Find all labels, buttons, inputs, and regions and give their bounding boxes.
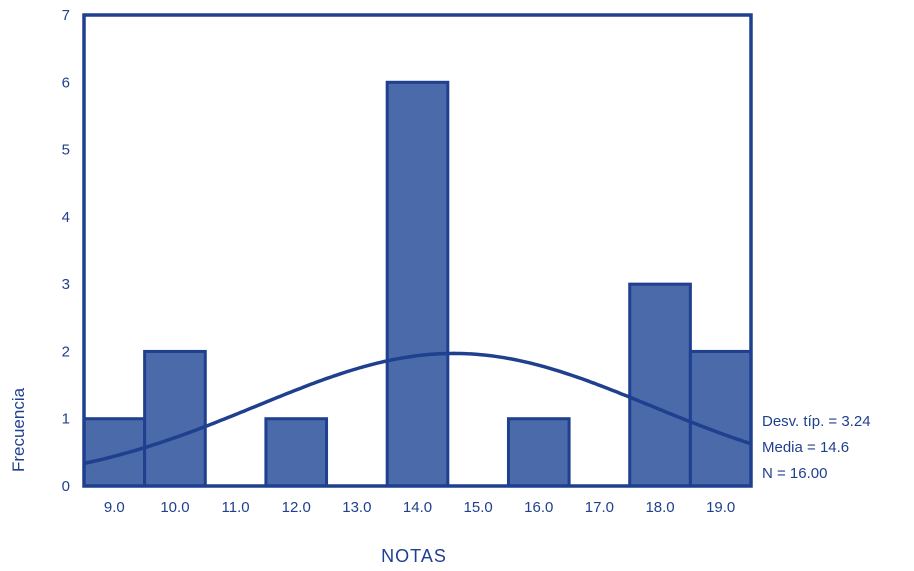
y-tick-label: 7 (62, 7, 70, 24)
histogram-bar (82, 417, 147, 488)
x-tick-label: 14.0 (403, 499, 432, 516)
x-tick-label: 10.0 (160, 499, 189, 516)
histogram-bar (628, 282, 692, 488)
histogram-bar (506, 417, 571, 488)
normal-curve (83, 351, 752, 466)
x-axis-ticks: 9.0 10.0 11.0 12.0 13.0 14.0 15.0 16.0 17.0 18.0 1… (104, 499, 735, 516)
stat-mean: Media = 14.6 (762, 439, 849, 456)
stat-n: N = 16.00 (762, 465, 827, 482)
x-tick-label: 17.0 (585, 499, 614, 516)
x-tick-label: 15.0 (464, 499, 493, 516)
y-tick-label: 3 (62, 276, 70, 293)
x-tick-label: 9.0 (104, 499, 125, 516)
y-tick-label: 4 (62, 209, 70, 226)
stat-sd: Desv. típ. = 3.24 (762, 413, 871, 430)
histogram-bars (82, 80, 753, 488)
x-tick-label: 13.0 (342, 499, 371, 516)
x-tick-label: 19.0 (706, 499, 735, 516)
histogram-bar (264, 417, 329, 488)
y-tick-label: 6 (62, 74, 70, 91)
x-tick-label: 12.0 (282, 499, 311, 516)
x-axis-label: NOTAS (381, 546, 447, 566)
histogram-bar (143, 349, 207, 488)
x-tick-label: 16.0 (524, 499, 553, 516)
x-tick-label: 11.0 (222, 499, 250, 516)
histogram-bar (688, 349, 753, 488)
x-tick-label: 18.0 (645, 499, 674, 516)
y-tick-label: 0 (62, 478, 70, 495)
y-axis-ticks: 0 1 2 3 4 5 6 7 (62, 7, 70, 495)
y-tick-label: 1 (62, 411, 70, 428)
y-tick-label: 5 (62, 142, 70, 159)
y-tick-label: 2 (62, 343, 70, 360)
y-axis-label: Frecuencia (9, 387, 28, 472)
plot-frame (82, 13, 753, 488)
histogram-bar (385, 80, 450, 488)
